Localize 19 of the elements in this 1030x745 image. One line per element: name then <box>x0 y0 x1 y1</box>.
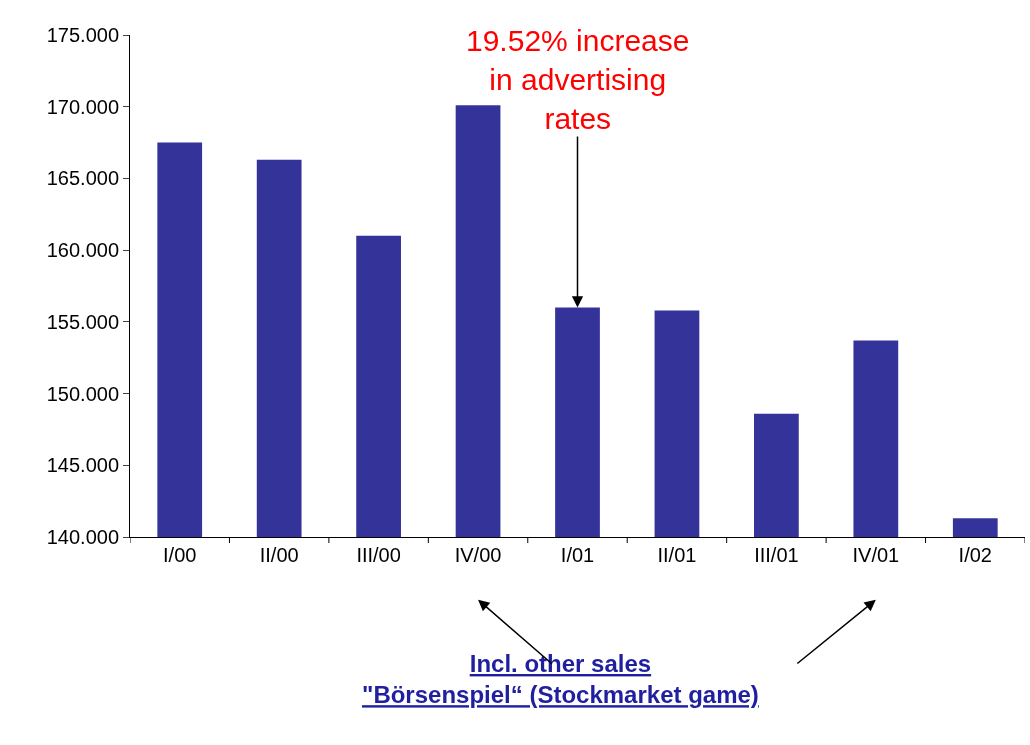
y-tick-label: 150.000 <box>46 382 119 405</box>
y-tick-label: 165.000 <box>46 167 119 190</box>
x-tick-label: II/01 <box>657 544 697 566</box>
annotation: 19.52% increase in advertising rates <box>466 24 690 135</box>
y-tick-label: 175.000 <box>46 24 119 46</box>
x-tick-label: IV/01 <box>852 544 900 566</box>
text: Incl. other sales "Börsenspiel“ (Stockmarket game) <box>362 650 759 709</box>
x-tick-label: I/02 <box>958 544 992 566</box>
x-tick-label: I/01 <box>560 544 595 566</box>
x-tick-label: III/00 <box>356 544 401 566</box>
y-tick-label: 140.000 <box>46 526 119 548</box>
x-tick-label: I/00 <box>163 544 197 566</box>
x-tick-label: IV/00 <box>454 544 502 566</box>
y-tick-label: 170.000 <box>46 95 119 118</box>
x-tick-label: III/01 <box>754 544 799 566</box>
y-tick-label: 145.000 <box>46 454 119 477</box>
y-tick-label: 160.000 <box>46 239 119 262</box>
y-tick-label: 155.000 <box>46 310 119 333</box>
x-tick-label: II/00 <box>259 544 299 566</box>
